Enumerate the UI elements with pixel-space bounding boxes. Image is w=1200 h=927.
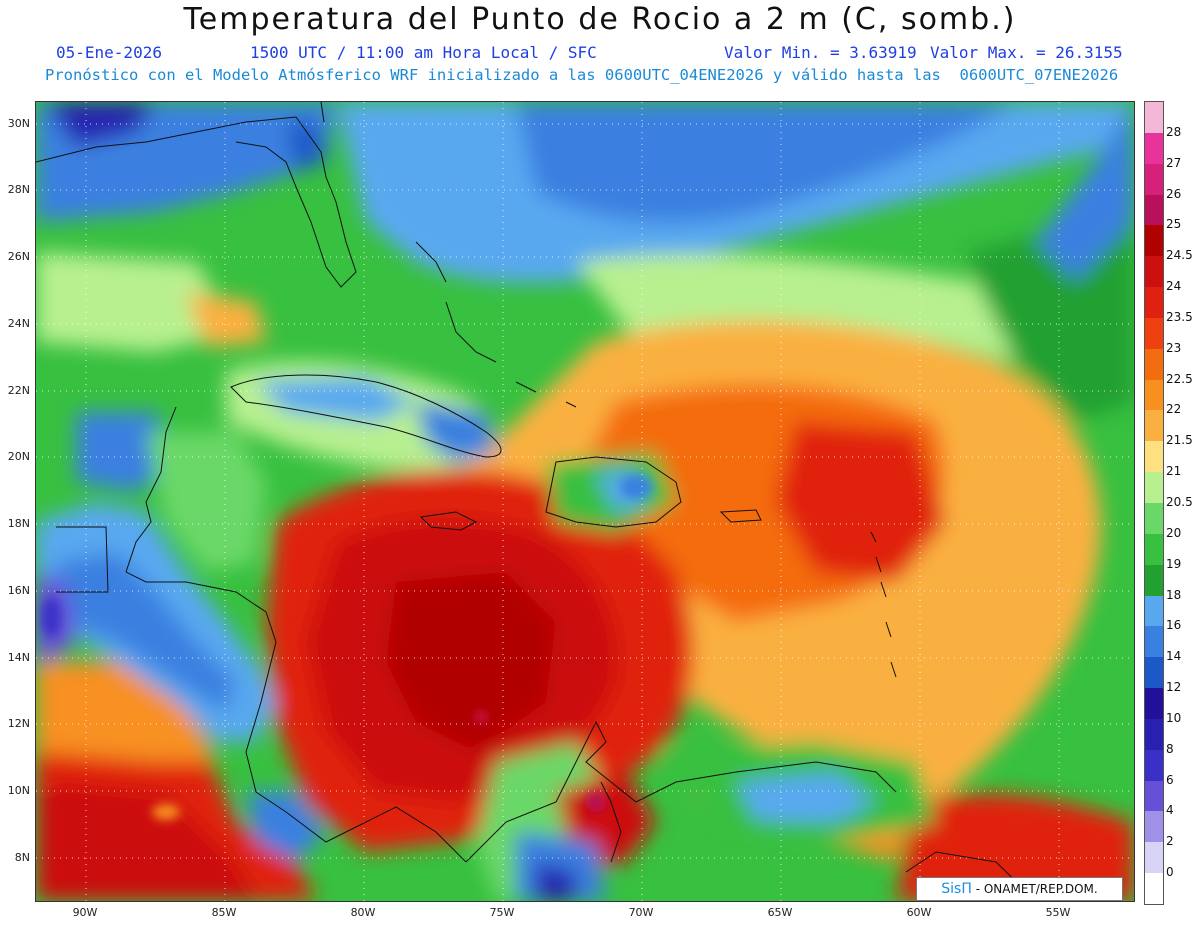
colorbar-cell	[1145, 287, 1163, 319]
chart-title: Temperatura del Punto de Rocio a 2 m (C,…	[183, 2, 1017, 37]
colorbar-cell	[1145, 811, 1163, 843]
dewpoint-map	[35, 101, 1135, 902]
credit-org: - ONAMET/REP.DOM.	[975, 882, 1098, 896]
colorbar-cell	[1145, 564, 1163, 597]
colorbar-label: 22.5	[1166, 371, 1193, 386]
forecast-date: 05-Ene-2026	[56, 43, 162, 62]
colorbar-label: 4	[1166, 803, 1174, 818]
colorbar-label: 22	[1166, 402, 1182, 417]
colorbar-cell	[1145, 441, 1163, 473]
colorbar-label: 20	[1166, 525, 1182, 540]
colorbar-label: 10	[1166, 710, 1182, 725]
colorbar-cell	[1145, 688, 1163, 720]
sispi-logo: SisΠ	[941, 881, 972, 897]
colorbar-label: 18	[1166, 587, 1182, 602]
lat-label: 28N	[7, 183, 30, 196]
lat-label: 26N	[7, 250, 30, 263]
model-info: Pronóstico con el Modelo Atmósferico WRF…	[45, 66, 1119, 84]
colorbar-cell	[1145, 718, 1163, 751]
lat-label: 10N	[7, 784, 30, 797]
min-value: Valor Min. = 3.63919	[724, 43, 917, 62]
colorbar-label: 2	[1166, 834, 1174, 849]
colorbar-cell	[1145, 749, 1163, 782]
lat-label: 16N	[7, 584, 30, 597]
lon-label: 70W	[628, 906, 654, 919]
coastlines	[36, 102, 1037, 901]
colorbar-label: 23	[1166, 340, 1182, 355]
colorbar-label: 25	[1166, 217, 1182, 232]
lon-label: 65W	[767, 906, 793, 919]
max-value: Valor Max. = 26.3155	[930, 43, 1123, 62]
colorbar-cell	[1145, 626, 1163, 658]
lon-label: 60W	[906, 906, 932, 919]
lat-label: 22N	[7, 384, 30, 397]
colorbar-cell	[1145, 132, 1163, 165]
colorbar-cell	[1145, 533, 1163, 566]
colorbar-label: 24	[1166, 279, 1182, 294]
colorbar-label: 24.5	[1166, 248, 1193, 263]
colorbar-cell	[1145, 348, 1163, 381]
colorbar-cell	[1145, 780, 1163, 812]
lon-label: 90W	[72, 906, 98, 919]
colorbar-cell	[1145, 225, 1163, 257]
colorbar-label: 8	[1166, 741, 1174, 756]
colorbar-label: 6	[1166, 772, 1174, 787]
lon-label: 85W	[211, 906, 237, 919]
lat-label: 24N	[7, 317, 30, 330]
colorbar-cell	[1145, 503, 1163, 535]
colorbar-label: 19	[1166, 556, 1182, 571]
colorbar-label: 21.5	[1166, 433, 1193, 448]
colorbar-label: 26	[1166, 186, 1182, 201]
colorbar-label: 20.5	[1166, 495, 1193, 509]
shading	[36, 102, 1134, 901]
lat-label: 30N	[7, 117, 30, 130]
lat-label: 14N	[7, 651, 30, 664]
colorbar-cell	[1145, 410, 1163, 442]
colorbar-cell	[1145, 163, 1163, 196]
colorbar-label: 14	[1166, 649, 1182, 664]
credit-box: SisΠ - ONAMET/REP.DOM.	[916, 877, 1123, 901]
colorbar-cell	[1145, 256, 1163, 288]
colorbar-label: 21	[1166, 464, 1182, 479]
colorbar-label: 16	[1166, 618, 1182, 633]
colorbar-cell	[1145, 317, 1163, 350]
lat-label: 12N	[7, 717, 30, 730]
colorbar-label: 28	[1166, 124, 1182, 139]
colorbar-cell	[1145, 194, 1163, 226]
lat-label: 18N	[7, 517, 30, 530]
colorbar-label: 27	[1166, 155, 1182, 170]
colorbar-cell	[1145, 472, 1163, 504]
colorbar	[1144, 101, 1164, 905]
lon-label: 55W	[1045, 906, 1071, 919]
colorbar-cell	[1145, 379, 1163, 411]
colorbar-label: 12	[1166, 680, 1182, 695]
colorbar-label: 0	[1166, 865, 1174, 880]
lat-label: 8N	[14, 851, 30, 864]
lat-label: 20N	[7, 450, 30, 463]
lon-label: 75W	[489, 906, 515, 919]
colorbar-cell	[1145, 595, 1163, 627]
colorbar-cell	[1145, 873, 1163, 905]
forecast-time: 1500 UTC / 11:00 am Hora Local / SFC	[250, 43, 597, 62]
lon-label: 80W	[350, 906, 376, 919]
colorbar-cell	[1145, 102, 1163, 134]
colorbar-cell	[1145, 657, 1163, 689]
colorbar-label: 23.5	[1166, 309, 1193, 324]
colorbar-cell	[1145, 842, 1163, 874]
